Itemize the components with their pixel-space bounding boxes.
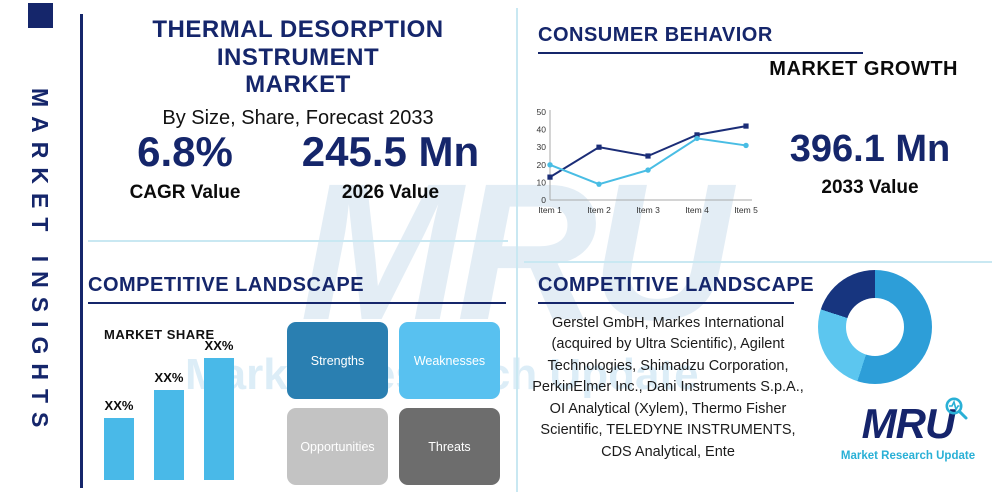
svg-text:40: 40 — [537, 125, 547, 135]
line-chart-svg: 0 10 20 30 40 50 Item 1 Item 2 Item 3 Item 4 Item … — [537, 107, 759, 215]
swot-strengths-card: Strengths — [287, 322, 388, 399]
bar-rect — [204, 358, 234, 480]
swot-strengths-label: Strengths — [310, 353, 365, 368]
market-share-bar: XX% — [104, 398, 134, 480]
cagr-label: CAGR Value — [129, 182, 241, 203]
donut-hole — [846, 298, 904, 356]
corner-accent-square — [28, 3, 53, 28]
svg-text:Item 2: Item 2 — [587, 205, 611, 215]
stat-2033-value: 396.1 Mn 2033 Value — [770, 128, 970, 199]
sidebar-vertical-label: MARKET INSIGHTS — [27, 88, 53, 437]
bar-rect — [104, 418, 134, 480]
swot-threats-label: Threats — [428, 439, 471, 454]
heading-competitive-landscape-left: COMPETITIVE LANDSCAPE — [88, 274, 365, 296]
stat-2026-value: 245.5 Mn 2026 Value — [283, 128, 498, 204]
divider-left-horizontal — [88, 240, 508, 242]
page-title-line1: THERMAL DESORPTION INSTRUMENT — [152, 16, 444, 71]
heading-consumer-underline — [538, 52, 863, 54]
svg-text:20: 20 — [537, 160, 547, 170]
swot-threats-card: Threats — [399, 408, 500, 485]
heading-consumer-behavior: CONSUMER BEHAVIOR — [538, 24, 773, 46]
swot-opportunities-card: Opportunities — [287, 408, 388, 485]
divider-right-horizontal — [524, 261, 992, 263]
svg-text:Item 4: Item 4 — [685, 205, 709, 215]
heading-market-growth: MARKET GROWTH — [769, 58, 958, 80]
swot-weaknesses-card: Weaknesses — [399, 322, 500, 399]
heading-competitive-left-underline — [88, 302, 506, 304]
svg-text:Item 5: Item 5 — [734, 205, 758, 215]
svg-text:50: 50 — [537, 107, 547, 117]
stat-cagr: 6.8% CAGR Value — [95, 128, 275, 204]
market-share-bar: XX% — [154, 370, 184, 480]
mru-logo-tagline: Market Research Update — [840, 450, 976, 462]
svg-text:Item 1: Item 1 — [538, 205, 562, 215]
bar-rect — [154, 390, 184, 480]
svg-text:10: 10 — [537, 177, 547, 187]
mru-logo: MRU Market Research Update — [828, 397, 988, 462]
value-2033: 396.1 Mn — [789, 128, 951, 170]
heading-market-share: MARKET SHARE — [104, 327, 215, 342]
magnifier-pulse-icon — [944, 396, 970, 427]
label-2026: 2026 Value — [341, 182, 440, 203]
market-growth-line-chart: 0 10 20 30 40 50 Item 1 Item 2 Item 3 Item 4 Item … — [520, 104, 764, 226]
heading-competitive-right-underline — [538, 302, 794, 304]
page-title-line2: MARKET — [245, 71, 351, 99]
market-share-bar-chart: XX% XX% XX% — [104, 338, 274, 480]
page-subtitle: By Size, Share, Forecast 2033 — [162, 106, 434, 129]
title-block: THERMAL DESORPTION INSTRUMENT MARKET By … — [88, 16, 508, 130]
value-2026: 245.5 Mn — [301, 128, 480, 175]
swot-weaknesses-label: Weaknesses — [413, 353, 486, 368]
svg-text:30: 30 — [537, 142, 547, 152]
mru-logo-text: MRU — [861, 400, 956, 447]
bar-value-label: XX% — [104, 398, 134, 413]
sidebar-divider-line — [80, 14, 83, 488]
bar-value-label: XX% — [154, 370, 184, 385]
market-share-bar: XX% — [204, 338, 234, 480]
cagr-value: 6.8% — [137, 128, 233, 175]
company-share-donut-chart — [818, 270, 932, 384]
label-2033: 2033 Value — [821, 177, 919, 198]
heading-competitive-landscape-right: COMPETITIVE LANDSCAPE — [538, 274, 815, 296]
svg-text:0: 0 — [541, 195, 546, 205]
companies-paragraph: Gerstel GmbH, Markes International (acqu… — [532, 315, 804, 460]
bar-value-label: XX% — [204, 338, 234, 353]
swot-opportunities-label: Opportunities — [300, 439, 375, 454]
svg-text:Item 3: Item 3 — [636, 205, 660, 215]
divider-vertical-center — [516, 8, 518, 492]
